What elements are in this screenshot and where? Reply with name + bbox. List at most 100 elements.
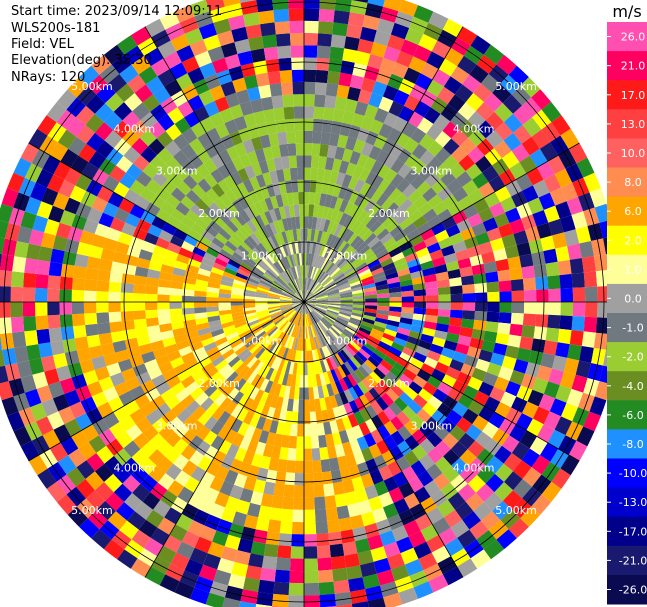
range-gate <box>190 0 210 17</box>
range-gate <box>349 0 368 15</box>
range-gate <box>399 352 413 364</box>
range-gate <box>182 414 198 430</box>
range-gate <box>237 348 250 360</box>
range-gate <box>486 227 502 242</box>
range-gate <box>382 262 396 272</box>
range-gate <box>176 408 192 424</box>
range-gate <box>208 388 223 402</box>
range-gate <box>247 86 261 102</box>
range-gate <box>579 346 594 363</box>
range-gate <box>270 395 279 409</box>
range-gate <box>311 254 317 267</box>
range-gate <box>334 238 344 251</box>
elevation-label: Elevation(deg): 35.30 <box>11 53 152 68</box>
range-gate <box>297 167 304 180</box>
range-gate <box>353 353 365 366</box>
range-gate <box>214 257 228 268</box>
range-gate <box>434 130 452 148</box>
range-gate <box>142 425 159 442</box>
range-gate <box>416 180 432 196</box>
range-gate <box>369 119 384 135</box>
range-gate <box>426 535 445 553</box>
range-gate <box>394 397 408 412</box>
range-gate <box>158 163 175 180</box>
range-gate <box>189 386 204 401</box>
range-gate <box>426 350 441 362</box>
range-gate <box>240 241 253 253</box>
range-gate <box>499 291 512 302</box>
range-gate <box>192 346 206 358</box>
range-gate <box>173 133 189 150</box>
range-gate <box>404 420 419 436</box>
range-gate <box>317 557 333 571</box>
range-gate <box>403 520 421 537</box>
range-gate <box>319 231 327 244</box>
instrument-label: WLS200s-181 <box>11 21 101 36</box>
range-gate <box>60 263 75 278</box>
range-gate <box>376 288 390 295</box>
range-gate <box>455 343 470 355</box>
range-gate <box>401 121 418 138</box>
range-gate <box>304 424 311 437</box>
range-gate <box>433 424 450 441</box>
range-gate <box>343 328 356 338</box>
range-gate <box>444 47 464 67</box>
range-gate <box>187 363 202 376</box>
range-gate <box>334 197 344 211</box>
range-gate <box>305 338 310 351</box>
range-gate <box>170 208 186 223</box>
range-gate <box>148 449 165 466</box>
range-gate <box>289 20 304 34</box>
range-gate <box>469 520 489 540</box>
range-gate <box>413 45 432 63</box>
range-gate <box>375 518 392 535</box>
range-gate <box>224 53 241 70</box>
range-gate <box>199 212 214 225</box>
range-gate <box>467 213 483 228</box>
range-gate <box>576 426 595 447</box>
range-gate <box>487 291 500 302</box>
range-gate <box>375 397 389 411</box>
range-gate <box>79 230 95 245</box>
range-gate <box>279 303 292 306</box>
range-gate <box>305 326 308 339</box>
range-gate <box>139 187 156 203</box>
range-gate <box>470 549 491 569</box>
range-gate <box>304 292 313 302</box>
range-gate <box>290 216 297 230</box>
range-gate <box>485 321 499 333</box>
range-gate <box>231 308 244 314</box>
range-gate <box>246 235 258 248</box>
range-gate <box>593 254 609 272</box>
range-gate <box>516 385 533 402</box>
range-gate <box>283 422 292 436</box>
range-gate <box>347 176 359 191</box>
range-gate <box>118 198 135 214</box>
range-gate <box>294 313 300 325</box>
range-gate <box>176 45 195 63</box>
azimuth-spoke <box>144 301 305 578</box>
range-gate <box>291 254 297 267</box>
range-gate <box>204 445 219 461</box>
range-gate <box>442 18 463 38</box>
range-gate <box>304 94 315 107</box>
range-gate <box>323 316 334 326</box>
range-gate <box>103 237 118 252</box>
range-gate <box>401 302 415 308</box>
range-gate <box>469 64 489 84</box>
range-gate <box>434 147 451 164</box>
range-gate <box>201 230 215 242</box>
azimuth-spoke <box>144 26 305 303</box>
range-gate <box>232 251 245 262</box>
range-gate <box>304 558 319 572</box>
range-gate <box>257 242 269 255</box>
range-gate <box>403 137 419 154</box>
range-gate <box>392 116 408 133</box>
range-ring-label: 3.00km <box>411 165 453 178</box>
range-gate <box>184 28 204 45</box>
range-gate <box>219 344 233 356</box>
range-gate <box>206 286 220 294</box>
range-gate <box>312 310 322 321</box>
range-gate <box>258 10 275 25</box>
range-gate <box>567 344 582 361</box>
